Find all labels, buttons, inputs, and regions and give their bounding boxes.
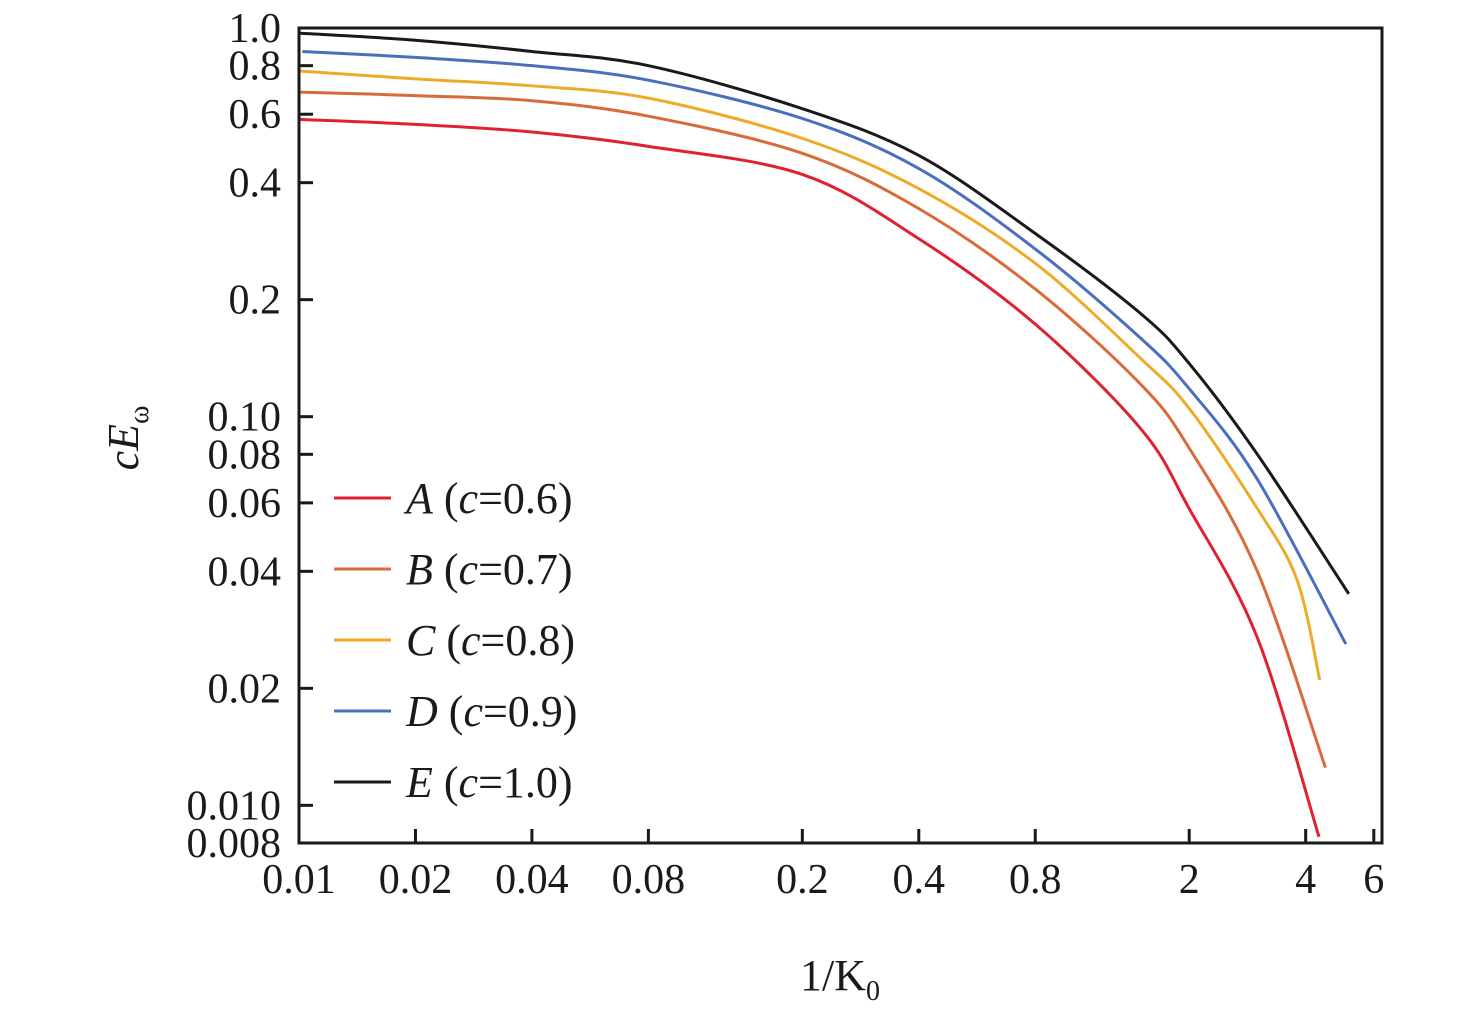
series-lines (298, 31, 1351, 838)
y-tick-label: 0.2 (229, 278, 282, 324)
legend-label-var: c (463, 687, 483, 736)
legend-label-letter: D (405, 687, 438, 736)
x-tick-label: 0.4 (893, 857, 946, 903)
legend-label-letter: C (406, 616, 436, 665)
y-tick-label: 0.06 (208, 481, 282, 527)
series-line-c (298, 69, 1322, 681)
series-line-b (298, 90, 1327, 769)
legend-label-rest: =1.0) (478, 758, 572, 807)
y-tick-label: 1.0 (229, 6, 282, 52)
x-tick-label: 0.02 (379, 857, 453, 903)
legend-label-open: ( (433, 545, 459, 594)
y-tick-label: 0.10 (208, 395, 282, 441)
y-axis-label: cEω (99, 406, 155, 471)
x-tick-label: 2 (1179, 857, 1200, 903)
legend-label-rest: =0.9) (483, 687, 577, 736)
legend-label-open: ( (435, 616, 461, 665)
series-line-e (298, 31, 1351, 595)
x-tick-label: 6 (1363, 857, 1384, 903)
legend-label-open: ( (438, 687, 464, 736)
legend-label: D (c=0.9) (405, 687, 577, 736)
series-line-a (298, 117, 1321, 838)
y-tick-label: 0.4 (229, 161, 282, 207)
y-tick-label: 0.6 (229, 92, 282, 138)
y-tick-label: 0.08 (208, 432, 282, 478)
y-tick-label: 0.04 (208, 549, 282, 595)
y-axis-label-sub: ω (124, 406, 155, 424)
legend-label: B (c=0.7) (406, 545, 573, 594)
legend-item-c: C (c=0.8) (334, 616, 575, 665)
x-tick-label: 0.01 (262, 857, 336, 903)
legend-label-letter: B (406, 545, 433, 594)
legend-label: E (c=1.0) (405, 758, 573, 807)
x-axis-label-sub: 0 (866, 976, 880, 1007)
legend-item-d: D (c=0.9) (334, 687, 577, 736)
legend-label-var: c (459, 545, 479, 594)
legend-label-letter: E (405, 758, 433, 807)
legend-item-a: A (c=0.6) (334, 474, 573, 523)
x-tick-label: 4 (1295, 857, 1316, 903)
plot-frame (297, 26, 1384, 845)
y-tick-label: 0.02 (208, 666, 282, 712)
x-tick-label: 0.08 (612, 857, 686, 903)
legend-label: C (c=0.8) (406, 616, 575, 665)
x-axis-label: 1/K0 (800, 951, 880, 1007)
legend-label: A (c=0.6) (403, 474, 573, 523)
legend-label-var: c (461, 616, 481, 665)
legend-label-letter: A (403, 474, 434, 523)
legend-item-b: B (c=0.7) (334, 545, 573, 594)
y-tick-label: 0.008 (187, 821, 282, 867)
legend-label-rest: =0.7) (478, 545, 572, 594)
y-axis: 1.00.80.6 0.4 0.2 0.100.080.06 0.04 0.02 0.010… (187, 6, 313, 867)
legend-label-var: c (459, 758, 479, 807)
x-tick-label: 0.04 (495, 857, 569, 903)
y-axis-label-main: cE (99, 424, 148, 471)
legend-label-rest: =0.6) (478, 474, 572, 523)
legend: A (c=0.6)B (c=0.7)C (c=0.8)D (c=0.9)E (c… (334, 474, 577, 807)
legend-item-e: E (c=1.0) (334, 758, 573, 807)
x-tick-label: 0.8 (1009, 857, 1062, 903)
x-tick-label: 0.2 (776, 857, 829, 903)
legend-label-open: ( (433, 758, 459, 807)
x-axis-label-main: 1/K (800, 951, 866, 1000)
legend-label-open: ( (433, 474, 459, 523)
x-axis: 0.01 0.02 0.04 0.08 0.2 0.4 0.8 2 4 6 (262, 829, 1384, 903)
legend-label-var: c (459, 474, 479, 523)
y-tick-label: 0.8 (229, 44, 282, 90)
y-tick-label: 0.010 (187, 783, 282, 829)
series-line-d (302, 50, 1348, 645)
legend-label-rest: =0.8) (481, 616, 575, 665)
